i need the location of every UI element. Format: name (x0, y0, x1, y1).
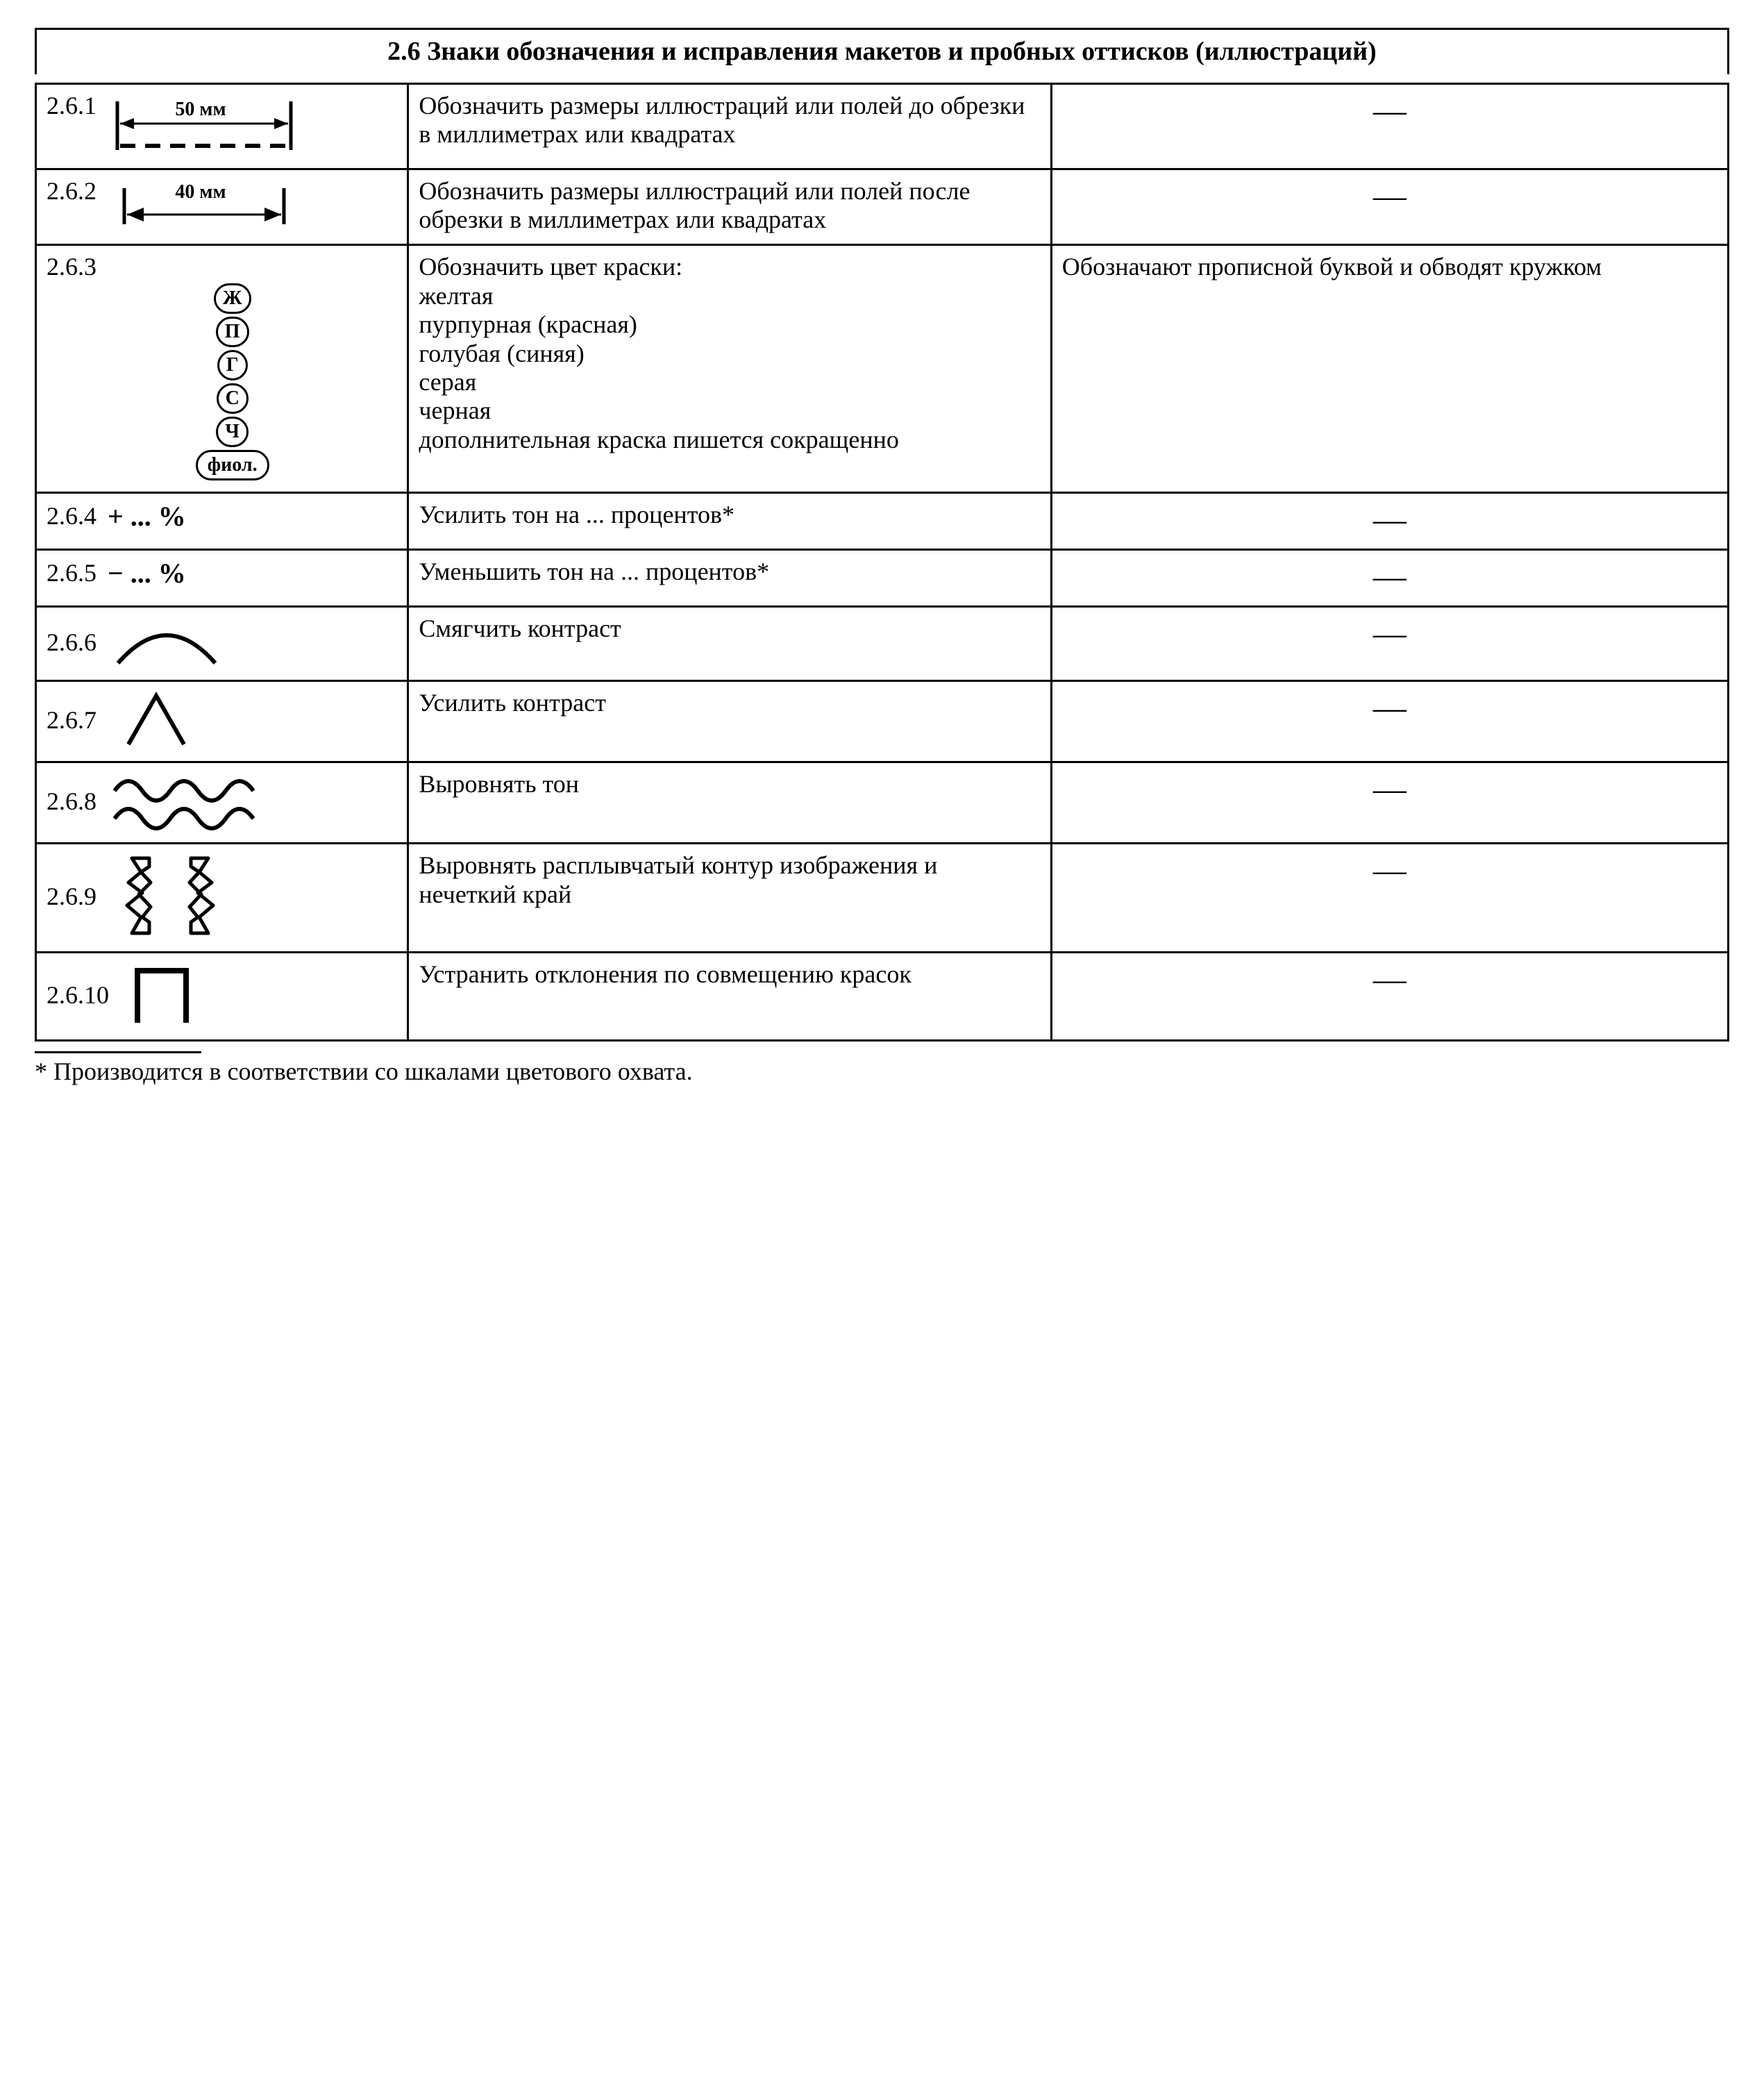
row-number: 2.6.2 (47, 177, 96, 206)
row-number: 2.6.6 (47, 628, 96, 657)
color-circle: С (217, 383, 249, 414)
dimension-solid-icon: 40 мм (110, 181, 305, 230)
row-number: 2.6.3 (47, 253, 96, 281)
table-row: 2.6.1 50 мм (36, 83, 1729, 169)
row-number: 2.6.8 (47, 787, 96, 816)
row-description: Смягчить контраст (408, 607, 1051, 681)
table-row: 2.6.6 Смягчить контраст — (36, 607, 1729, 681)
color-circle: Г (217, 350, 248, 380)
dim-label: 40 мм (175, 181, 226, 203)
minus-percent-icon: − ... % (108, 558, 186, 589)
jagged-brackets-icon (108, 851, 246, 942)
row-note: — (1051, 83, 1728, 169)
sharp-caret-icon (108, 689, 205, 751)
table-row: 2.6.4 + ... % Усилить тон на ... процент… (36, 492, 1729, 549)
table-row: 2.6.10 Устранить отклонения по совмещени… (36, 953, 1729, 1041)
row-number: 2.6.1 (47, 92, 96, 120)
row-note: — (1051, 607, 1728, 681)
dim-label: 50 мм (175, 99, 226, 120)
table-row: 2.6.2 40 мм Обозначить размеры иллюстрац… (36, 169, 1729, 245)
row-note: — (1051, 762, 1728, 844)
color-pill: фиол. (196, 450, 269, 480)
row-description: Устранить отклонения по совмещению красо… (408, 953, 1051, 1041)
row-number: 2.6.10 (47, 981, 109, 1010)
row-description: Обозначить цвет краски: желтая пурпурная… (408, 245, 1051, 492)
table-row: 2.6.5 − ... % Уменьшить тон на ... проце… (36, 550, 1729, 607)
footnote-rule (35, 1051, 201, 1053)
row-description: Усилить тон на ... процентов* (408, 492, 1051, 549)
row-note: — (1051, 492, 1728, 549)
color-circle: Ж (214, 283, 251, 314)
plus-percent-icon: + ... % (108, 501, 186, 533)
row-description: Обозначить размеры иллюстраций или полей… (408, 83, 1051, 169)
row-description: Усилить контраст (408, 681, 1051, 762)
row-note: — (1051, 169, 1728, 245)
color-circle-stack: Ж П Г С Ч фиол. (67, 282, 397, 482)
color-circle: Ч (216, 417, 249, 447)
table-row: 2.6.3 Ж П Г С Ч фиол. Обозначить цвет кр… (36, 245, 1729, 492)
row-note: — (1051, 844, 1728, 953)
dimension-dashed-icon: 50 мм (110, 96, 305, 158)
row-number: 2.6.4 (47, 502, 96, 530)
row-description: Обозначить размеры иллюстраций или полей… (408, 169, 1051, 245)
row-note: — (1051, 550, 1728, 607)
row-number: 2.6.9 (47, 882, 96, 911)
row-description: Выровнять тон (408, 762, 1051, 844)
footnote: * Производится в соответствии со шкалами… (35, 1057, 1729, 1086)
row-description: Уменьшить тон на ... процентов* (408, 550, 1051, 607)
row-number: 2.6.7 (47, 706, 96, 735)
table-row: 2.6.8 Выровнять тон — (36, 762, 1729, 844)
row-description: Выровнять расплывчатый контур изображени… (408, 844, 1051, 953)
soft-arc-icon (108, 614, 226, 670)
color-circle: П (216, 317, 249, 347)
table-row: 2.6.9 Выровнять расплывчатый контур изоб… (36, 844, 1729, 953)
row-note: — (1051, 681, 1728, 762)
proofmarks-table: 2.6.1 50 мм (35, 83, 1729, 1042)
double-wave-icon (108, 770, 267, 833)
row-number: 2.6.5 (47, 559, 96, 587)
row-note: — (1051, 953, 1728, 1041)
table-row: 2.6.7 Усилить контраст — (36, 681, 1729, 762)
row-note: Обозначают прописной буквой и обводят кр… (1051, 245, 1728, 492)
section-title: 2.6 Знаки обозначения и исправления маке… (37, 30, 1727, 74)
open-rect-icon (120, 960, 203, 1030)
